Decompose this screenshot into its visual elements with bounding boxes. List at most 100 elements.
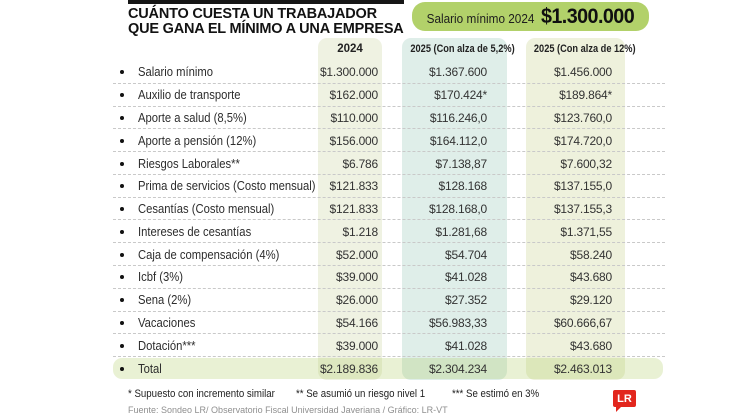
minimum-wage-badge-content: Salario mínimo 2024 $1.300.000 <box>427 5 635 29</box>
value-2025-alza-5-2: $41.028 <box>445 270 487 285</box>
value-2025-alza-12: $1.371,55 <box>560 224 612 239</box>
table-row: Cesantías (Costo mensual) $121.833 $128.… <box>0 198 747 221</box>
bullet-icon <box>120 229 124 234</box>
table-row: Caja de compensación (4%) $52.000 $54.70… <box>0 243 747 266</box>
table-row: Total $2.189.836 $2.304.234 $2.463.013 <box>0 357 747 380</box>
bullet-icon <box>120 161 124 166</box>
table-row: Auxilio de transporte $162.000 $170.424*… <box>0 84 747 107</box>
badge-label: Salario mínimo 2024 <box>426 11 535 26</box>
row-label: Cesantías (Costo mensual) <box>138 202 275 217</box>
value-2025-alza-5-2: $41.028 <box>445 338 487 353</box>
value-2024: $162.000 <box>329 88 379 103</box>
column-band-2024: 2024 <box>318 38 382 380</box>
value-2024: $39.000 <box>336 338 378 353</box>
page-title-line1: CUÁNTO CUESTA UN TRABAJADOR <box>128 6 377 22</box>
value-2025-alza-5-2: $128.168,0 <box>428 202 487 217</box>
value-2025-alza-12: $137.155,0 <box>553 179 612 194</box>
bullet-icon <box>120 138 124 143</box>
value-2024: $2.189.836 <box>319 361 378 376</box>
table-rows: Salario mínimo $1.300.000 $1.367.600 $1.… <box>0 61 747 380</box>
value-2024: $52.000 <box>336 247 378 262</box>
value-2025-alza-12: $137.155,3 <box>553 202 612 217</box>
badge-value: $1.300.000 <box>541 4 635 28</box>
value-2025-alza-5-2: $170.424* <box>434 88 487 103</box>
minimum-wage-badge: Salario mínimo 2024 $1.300.000 <box>412 2 649 31</box>
row-label: Icbf (3%) <box>138 270 184 285</box>
value-2025-alza-5-2: $7.138,87 <box>435 156 487 171</box>
row-label: Salario mínimo <box>138 65 214 80</box>
value-2024: $26.000 <box>336 293 378 308</box>
value-2025-alza-12: $189.864* <box>559 88 612 103</box>
value-2025-alza-12: $43.680 <box>570 270 612 285</box>
bullet-icon <box>120 70 124 75</box>
page-title: CUÁNTO CUESTA UN TRABAJADOR QUE GANA EL … <box>128 7 404 37</box>
lr-logo: LR <box>613 390 636 412</box>
bullet-icon <box>120 207 124 212</box>
row-label: Dotación*** <box>138 338 196 353</box>
value-2025-alza-5-2: $2.304.234 <box>428 361 487 376</box>
row-label: Total <box>138 361 162 376</box>
value-2024: $6.786 <box>342 156 378 171</box>
page-title-line2: QUE GANA EL MÍNIMO A UNA EMPRESA <box>128 21 404 37</box>
value-2025-alza-5-2: $56.983,33 <box>428 315 487 330</box>
value-2024: $110.000 <box>330 110 378 125</box>
row-label: Aporte a pensión (12%) <box>138 133 257 148</box>
table-row: Prima de servicios (Costo mensual) $121.… <box>0 175 747 198</box>
row-label: Prima de servicios (Costo mensual) <box>138 179 316 194</box>
table-row: Salario mínimo $1.300.000 $1.367.600 $1.… <box>0 61 747 84</box>
table-row: Aporte a pensión (12%) $156.000 $164.112… <box>0 129 747 152</box>
value-2025-alza-5-2: $128.168 <box>438 179 488 194</box>
row-label: Sena (2%) <box>138 293 192 308</box>
bullet-icon <box>120 252 124 257</box>
column-header-2024: 2024 <box>337 43 363 55</box>
value-2025-alza-12: $58.240 <box>570 247 612 262</box>
value-2025-alza-5-2: $54.704 <box>445 247 487 262</box>
value-2024: $156.000 <box>329 133 379 148</box>
bullet-icon <box>120 298 124 303</box>
bullet-icon <box>120 184 124 189</box>
table-row: Icbf (3%) $39.000 $41.028 $43.680 <box>0 266 747 289</box>
value-2024: $39.000 <box>336 270 378 285</box>
value-2024: $54.166 <box>336 315 378 330</box>
source-credit: Fuente: Sondeo LR/ Observatorio Fiscal U… <box>128 405 448 415</box>
value-2025-alza-12: $29.120 <box>570 293 612 308</box>
value-2024: $121.833 <box>329 202 379 217</box>
title-accent-bar <box>128 0 404 4</box>
value-2025-alza-12: $7.600,32 <box>560 156 612 171</box>
table-row: Vacaciones $54.166 $56.983,33 $60.666,67 <box>0 312 747 335</box>
row-label: Caja de compensación (4%) <box>138 247 280 262</box>
value-2025-alza-12: $43.680 <box>570 338 612 353</box>
bullet-icon <box>120 343 124 348</box>
value-2025-alza-12: $123.760,0 <box>553 110 612 125</box>
value-2025-alza-12: $60.666,67 <box>553 315 612 330</box>
value-2024: $121.833 <box>329 179 379 194</box>
column-band-2025-alza-12: 2025 (Con alza de 12%) <box>526 38 636 380</box>
column-header-2025-alza-12: 2025 (Con alza de 12%) <box>533 43 636 55</box>
row-label: Aporte a salud (8,5%) <box>138 110 247 125</box>
table-row: Sena (2%) $26.000 $27.352 $29.120 <box>0 289 747 312</box>
row-label: Intereses de cesantías <box>138 224 252 239</box>
value-2024: $1.300.000 <box>319 65 378 80</box>
bullet-icon <box>120 275 124 280</box>
table-row: Intereses de cesantías $1.218 $1.281,68 … <box>0 220 747 244</box>
bullet-icon <box>120 366 124 371</box>
table-row: Dotación*** $39.000 $41.028 $43.680 <box>0 334 747 357</box>
value-2024: $1.218 <box>342 224 378 239</box>
footnote-3: *** Se estimó en 3% <box>452 388 540 400</box>
value-2025-alza-12: $1.456.000 <box>553 65 612 80</box>
row-label: Vacaciones <box>138 315 196 330</box>
value-2025-alza-5-2: $116.246,0 <box>429 110 487 125</box>
value-2025-alza-12: $2.463.013 <box>553 361 612 376</box>
bullet-icon <box>120 93 124 98</box>
footnote-2: ** Se asumió un riesgo nivel 1 <box>296 388 426 400</box>
value-2025-alza-12: $174.720,0 <box>553 133 612 148</box>
table-row: Aporte a salud (8,5%) $110.000 $116.246,… <box>0 107 747 130</box>
column-header-2025-alza-5-2: 2025 (Con alza de 5,2%) <box>410 43 515 55</box>
value-2025-alza-5-2: $1.367.600 <box>428 65 487 80</box>
footnote-1: * Supuesto con incremento similar <box>128 388 275 400</box>
row-label: Riesgos Laborales** <box>138 156 240 171</box>
column-band-2025-alza-5-2: 2025 (Con alza de 5,2%) <box>402 38 515 380</box>
row-label: Auxilio de transporte <box>138 88 241 103</box>
value-2025-alza-5-2: $27.352 <box>445 293 487 308</box>
